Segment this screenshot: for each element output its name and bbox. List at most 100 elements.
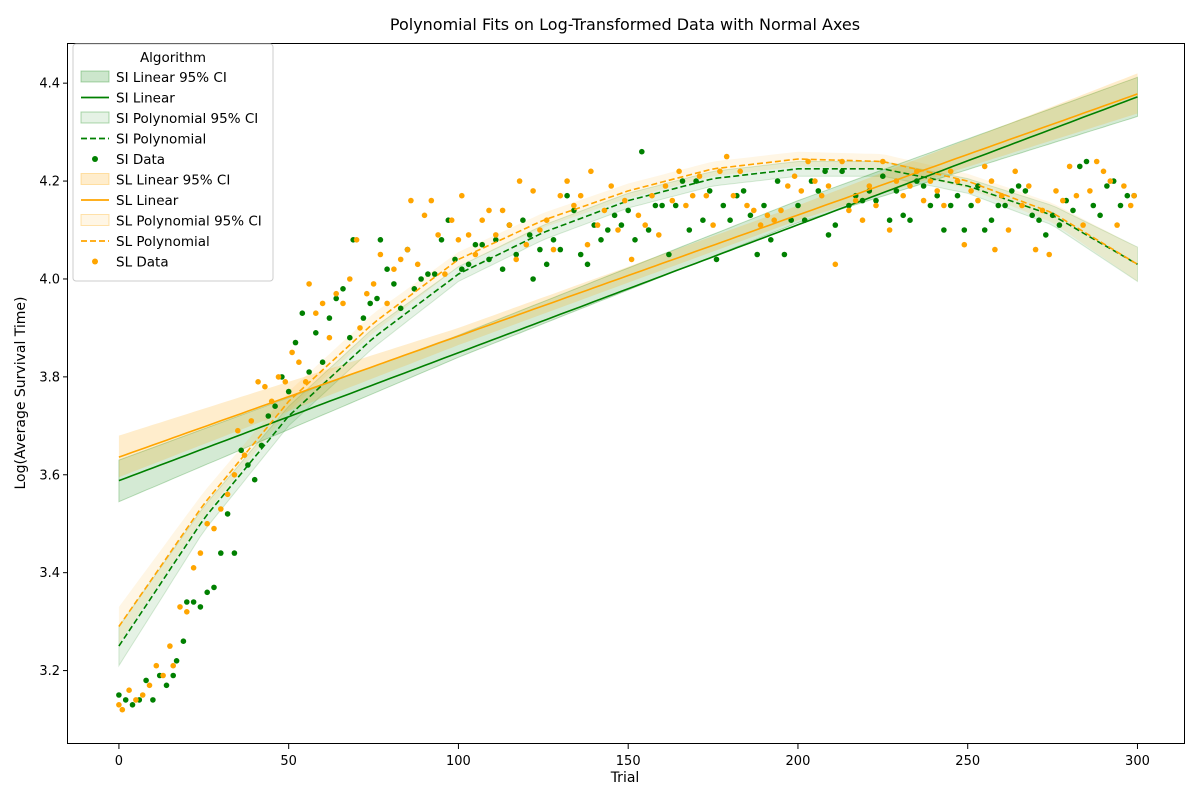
sl-data-point [785, 183, 791, 189]
sl-data-point [1046, 251, 1052, 258]
si-data-point [693, 178, 699, 184]
legend-item: SI Linear [81, 91, 175, 107]
si-data-point [163, 682, 170, 689]
si-data-point [493, 237, 499, 243]
sl-data-point [564, 178, 570, 184]
sl-data-point [421, 212, 428, 219]
si-polynomial-ci-band [118, 161, 1138, 668]
si-data-point [934, 192, 940, 199]
sl-data-point [907, 183, 913, 189]
si-data-point [577, 251, 584, 258]
si-data-point [438, 237, 445, 243]
sl-data-point [499, 207, 506, 214]
sl-data-point [846, 207, 852, 214]
si-data-point [754, 251, 760, 258]
si-data-point [1009, 188, 1015, 194]
si-data-point [411, 286, 418, 292]
legend-label: SL Polynomial [116, 234, 210, 250]
sl-data-point [408, 197, 414, 204]
sl-data-point [832, 261, 839, 268]
si-data-point [258, 442, 265, 449]
sl-data-point [391, 266, 397, 273]
si-data-point [907, 217, 913, 223]
sl-data-point [662, 183, 669, 189]
si-data-point [1117, 202, 1124, 209]
sl-polynomial-ci-band [118, 151, 1138, 644]
sl-data-point [146, 682, 153, 689]
sl-data-point [1131, 192, 1137, 199]
si-data-point [774, 178, 781, 184]
y-tick-label: 4.2 [39, 175, 60, 190]
legend[interactable]: Algorithm SI Linear 95% CI SI Linear SI Pol… [72, 43, 274, 282]
sl-data-point [927, 178, 934, 184]
si-data-point [1015, 183, 1022, 189]
sl-data-point [306, 281, 312, 287]
sl-data-point [825, 183, 832, 189]
sl-data-point [455, 237, 462, 243]
legend-label: SL Polynomial 95% CI [116, 214, 262, 230]
sl-data-point [737, 168, 743, 175]
si-data-point [197, 604, 204, 610]
sl-data-point [571, 202, 577, 209]
legend-item: SI Linear 95% CI [80, 70, 227, 86]
sl-data-point [1127, 202, 1134, 209]
sl-data-point [798, 188, 805, 194]
sl-data-point [347, 276, 353, 282]
legend-swatch [80, 70, 110, 83]
legend-label: SI Linear [116, 91, 175, 107]
si-data-point [459, 266, 465, 273]
si-data-point [564, 192, 570, 199]
sl-data-point [1107, 178, 1114, 184]
si-data-point [170, 672, 176, 679]
sl-data-point [812, 178, 818, 184]
legend-label: SI Polynomial [116, 132, 206, 148]
sl-data-point [1114, 222, 1120, 228]
y-tick-label: 3.6 [39, 468, 60, 483]
sl-data-point [873, 202, 879, 209]
si-data-point [846, 202, 852, 209]
legend-label: SI Linear 95% CI [116, 70, 227, 86]
sl-data-point [947, 168, 954, 175]
sl-data-point [696, 173, 703, 179]
si-data-point [397, 305, 404, 312]
si-data-point [150, 697, 156, 703]
x-tick-label: 50 [280, 754, 297, 769]
legend-item: SI Data [92, 152, 165, 168]
y-tick-label: 4.4 [39, 77, 60, 92]
si-data-point [801, 217, 808, 223]
si-data-point [859, 197, 866, 204]
sl-data-point [218, 506, 224, 512]
legend-label: SI Polynomial 95% CI [116, 111, 258, 127]
si-data-point [391, 281, 397, 287]
si-data-point [706, 188, 713, 194]
sl-data-point [608, 183, 614, 189]
si-data-point [299, 310, 306, 317]
legend-title: Algorithm [140, 50, 206, 66]
si-data-point [995, 202, 1002, 209]
sl-data-point [1019, 202, 1025, 209]
si-data-point [265, 413, 272, 419]
sl-data-point [384, 300, 390, 307]
sl-data-point [204, 520, 210, 527]
si-data-point [231, 550, 238, 556]
si-data-point [526, 232, 533, 238]
sl-data-point [167, 643, 173, 649]
si-data-point [927, 202, 934, 209]
si-data-point [961, 227, 968, 233]
sl-data-point [757, 222, 764, 228]
si-data-point [374, 295, 380, 302]
sl-data-point [377, 251, 384, 258]
sl-data-point [805, 158, 811, 165]
si-data-point [367, 300, 374, 307]
si-data-point [1043, 232, 1049, 238]
si-data-point [340, 286, 346, 292]
si-data-point [1097, 212, 1103, 219]
si-data-point [632, 237, 638, 243]
si-data-point [727, 217, 733, 223]
si-data-point [1083, 158, 1090, 165]
sl-data-point [465, 232, 472, 238]
legend-swatch [92, 258, 98, 265]
legend-label: SI Data [116, 152, 165, 168]
sl-data-point [333, 290, 340, 297]
sl-data-point [282, 379, 289, 385]
